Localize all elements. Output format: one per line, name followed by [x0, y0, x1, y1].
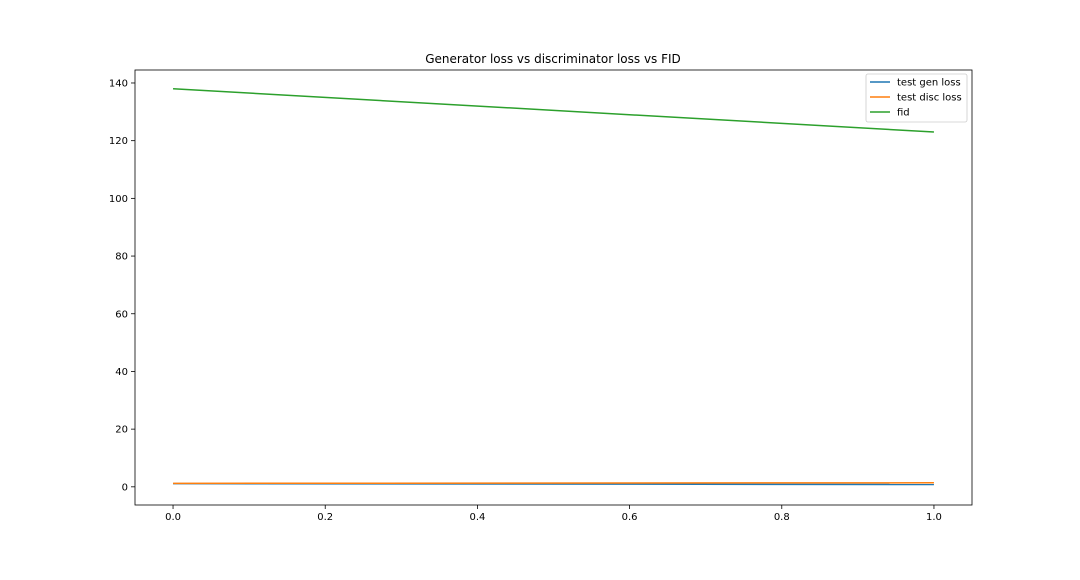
legend-label-1: test gen loss [897, 78, 961, 89]
x-tick-label: 1.0 [926, 512, 942, 523]
legend: test gen loss test disc loss fid [865, 73, 968, 123]
y-tick-label: 120 [109, 136, 128, 147]
legend-label-3: fid [897, 108, 910, 119]
y-tick-label: 100 [109, 194, 128, 205]
legend-label-2: test disc loss [897, 93, 962, 104]
y-tick-label: 60 [115, 309, 128, 320]
x-tick-label: 0.6 [622, 512, 638, 523]
y-tick-label: 20 [115, 425, 128, 436]
x-tick-label: 0.8 [774, 512, 790, 523]
series-line-2 [173, 482, 934, 485]
legend-box [865, 73, 968, 123]
x-tick-label: 0.2 [317, 512, 333, 523]
y-tick-label: 40 [115, 367, 128, 378]
y-tick-label: 80 [115, 252, 128, 263]
plot-area [173, 88, 934, 486]
axes: 0.0 0.2 0.4 0.6 0.8 1.0 0 20 40 60 80 100 120 140 [109, 69, 973, 523]
y-tick-label: 140 [109, 78, 128, 89]
x-tick-label: 0.4 [469, 512, 485, 523]
chart-title: Generator loss vs discriminator loss vs … [425, 52, 681, 66]
series-line-3 [173, 88, 934, 133]
y-tick-label: 0 [122, 482, 128, 493]
axes-frame [134, 69, 973, 506]
x-tick-label: 0.0 [165, 512, 181, 523]
